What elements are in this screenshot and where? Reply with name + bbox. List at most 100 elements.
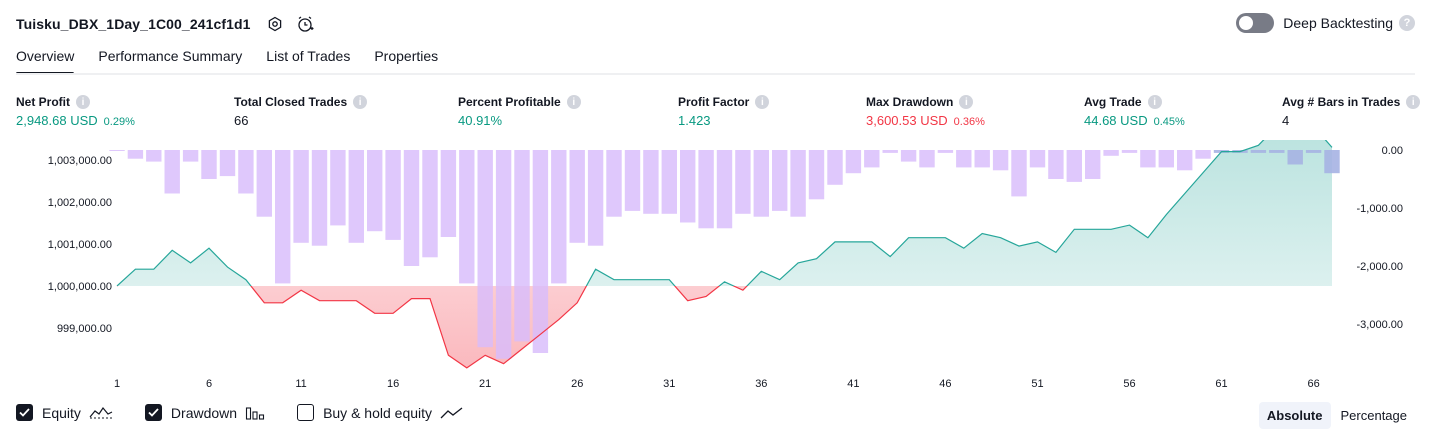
drawdown-bar bbox=[293, 150, 309, 243]
drawdown-bar bbox=[311, 150, 328, 246]
mode-absolute[interactable]: Absolute bbox=[1258, 402, 1331, 429]
drawdown-bar bbox=[127, 150, 144, 159]
legend-drawdown[interactable]: Drawdown bbox=[144, 404, 265, 421]
drawdown-bar bbox=[845, 150, 862, 174]
x-tick-label: 6 bbox=[206, 378, 212, 390]
metric-total-closed-trades: Total Closed Trades i 66 bbox=[234, 94, 368, 128]
y-left-tick-label: 1,002,000.00 bbox=[48, 197, 112, 209]
drawdown-bar bbox=[1140, 150, 1156, 168]
metric-label: Percent Profitable bbox=[458, 95, 561, 109]
drawdown-bar bbox=[735, 150, 751, 214]
metric-label: Profit Factor bbox=[678, 95, 750, 109]
metric-avg-trade: Avg Trade i 44.68 USD 0.45% bbox=[1084, 94, 1185, 128]
legend-buy-hold[interactable]: Buy & hold equity bbox=[297, 404, 464, 421]
metric-percent: 0.45% bbox=[1153, 116, 1185, 128]
y-left-tick-label: 1,001,000.00 bbox=[48, 239, 112, 251]
metric-label: Max Drawdown bbox=[866, 95, 954, 109]
drawdown-bar bbox=[440, 150, 457, 237]
equity-drawdown-chart[interactable]: 1,003,000.00 1,002,000.00 1,001,000.00 1,00… bbox=[0, 140, 1431, 400]
equity-area-positive bbox=[117, 140, 1332, 286]
x-tick-label: 46 bbox=[939, 378, 951, 390]
info-icon[interactable]: i bbox=[353, 95, 368, 109]
add-alert-icon[interactable] bbox=[295, 14, 315, 34]
info-icon[interactable]: i bbox=[755, 95, 770, 109]
deep-backtesting-toggle[interactable] bbox=[1236, 13, 1275, 33]
drawdown-bar bbox=[201, 150, 217, 179]
help-icon[interactable]: ? bbox=[1399, 15, 1415, 31]
drawdown-bar bbox=[937, 150, 954, 153]
metric-percent: 0.29% bbox=[103, 116, 135, 128]
settings-icon[interactable] bbox=[265, 14, 285, 34]
drawdown-bar bbox=[367, 150, 383, 232]
drawdown-bar bbox=[956, 150, 972, 168]
metric-value: 44.68 USD bbox=[1084, 113, 1148, 128]
metric-value: 2,948.68 USD bbox=[16, 113, 98, 128]
drawdown-checkbox[interactable] bbox=[144, 404, 162, 421]
tab-list-of-trades[interactable]: List of Trades bbox=[266, 48, 351, 64]
value-mode-switch: Absolute Percentage bbox=[1257, 402, 1415, 429]
drawdown-bar bbox=[403, 150, 420, 266]
drawdown-bar bbox=[992, 150, 1009, 171]
x-tick-label: 21 bbox=[479, 378, 491, 390]
info-icon[interactable]: i bbox=[566, 95, 581, 109]
drawdown-bar bbox=[1066, 150, 1082, 182]
legend-label: Buy & hold equity bbox=[323, 404, 433, 421]
drawdown-bar bbox=[772, 150, 788, 211]
metric-value: 66 bbox=[234, 113, 249, 128]
drawdown-bar bbox=[275, 150, 291, 284]
legend-label: Drawdown bbox=[170, 404, 238, 421]
y-left-tick-label: 1,003,000.00 bbox=[48, 155, 112, 167]
drawdown-bar bbox=[459, 150, 475, 284]
x-tick-label: 11 bbox=[295, 378, 306, 390]
drawdown-bar bbox=[551, 150, 567, 284]
drawdown-bar bbox=[1121, 150, 1138, 153]
drawdown-bar bbox=[532, 150, 549, 353]
metric-value: 40.91% bbox=[458, 113, 503, 128]
drawdown-bar bbox=[1250, 150, 1267, 153]
trend-line-icon bbox=[440, 406, 464, 420]
drawdown-bar bbox=[219, 150, 236, 177]
metric-net-profit: Net Profit i 2,948.68 USD 0.29% bbox=[16, 94, 135, 128]
drawdown-bar bbox=[606, 150, 622, 217]
x-tick-label: 1 bbox=[114, 378, 120, 390]
drawdown-bar bbox=[1287, 150, 1303, 165]
drawdown-bar bbox=[256, 150, 272, 217]
info-icon[interactable]: i bbox=[1406, 95, 1421, 109]
drawdown-bar bbox=[1029, 150, 1046, 168]
info-icon[interactable]: i bbox=[76, 95, 90, 109]
drawdown-bar bbox=[661, 150, 677, 214]
drawdown-bar bbox=[1158, 150, 1174, 168]
drawdown-bar bbox=[864, 150, 880, 168]
buy-hold-checkbox[interactable] bbox=[297, 404, 315, 421]
x-tick-label: 16 bbox=[387, 378, 399, 390]
drawdown-bar bbox=[790, 150, 806, 217]
drawdown-bar bbox=[569, 150, 585, 243]
metric-avg-bars-in-trades: Avg # Bars in Trades i 4 bbox=[1282, 94, 1421, 128]
drawdown-bar bbox=[330, 150, 346, 226]
metric-percent-profitable: Percent Profitable i 40.91% bbox=[458, 94, 581, 128]
info-icon[interactable]: i bbox=[1147, 95, 1162, 109]
drawdown-bar bbox=[1085, 150, 1101, 179]
drawdown-bar bbox=[1324, 150, 1340, 174]
drawdown-bars-icon bbox=[245, 406, 265, 420]
drawdown-bar bbox=[109, 150, 125, 151]
y-right-tick-label: -1,000.00 bbox=[1357, 203, 1403, 215]
metric-value: 3,600.53 USD bbox=[866, 113, 948, 128]
drawdown-bar bbox=[753, 150, 769, 217]
metric-max-drawdown: Max Drawdown i 3,600.53 USD 0.36% bbox=[866, 94, 985, 128]
drawdown-bar bbox=[1048, 150, 1064, 179]
metric-percent: 0.36% bbox=[953, 116, 985, 128]
legend-equity[interactable]: Equity bbox=[16, 404, 113, 421]
tab-overview[interactable]: Overview bbox=[16, 48, 75, 75]
x-tick-label: 56 bbox=[1123, 378, 1135, 390]
x-tick-label: 41 bbox=[847, 378, 859, 390]
tab-properties[interactable]: Properties bbox=[374, 48, 439, 64]
drawdown-bar bbox=[1011, 150, 1027, 197]
tab-performance-summary[interactable]: Performance Summary bbox=[98, 48, 243, 64]
drawdown-bar bbox=[680, 150, 696, 223]
mode-percentage[interactable]: Percentage bbox=[1340, 408, 1408, 423]
drawdown-bar bbox=[1177, 150, 1193, 171]
y-left-tick-label: 1,000,000.00 bbox=[48, 281, 112, 293]
equity-checkbox[interactable] bbox=[16, 404, 33, 421]
info-icon[interactable]: i bbox=[959, 95, 974, 109]
